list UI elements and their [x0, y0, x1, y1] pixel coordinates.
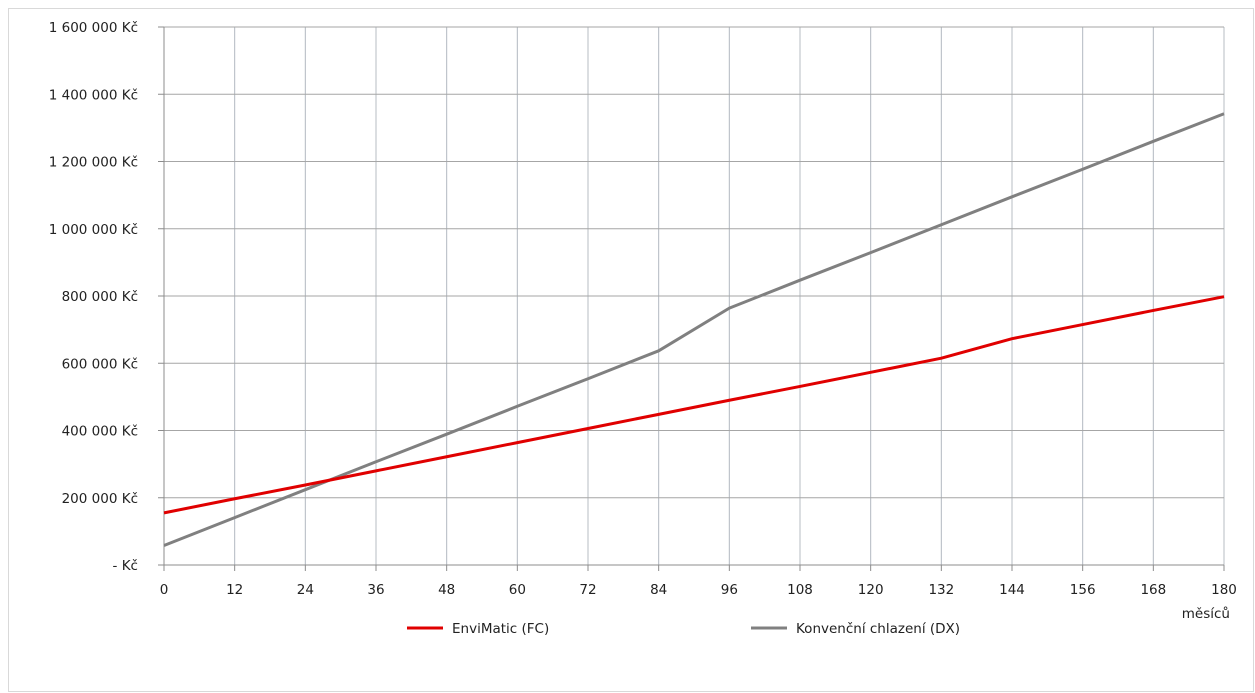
x-tick-label: 12	[226, 582, 243, 598]
x-tick-label: 0	[160, 582, 169, 598]
x-tick-label: 48	[438, 582, 455, 598]
x-axis-tick-labels: 0 12 24 36 48 60 72 84 96 108 120 132 144 156 168 180	[160, 565, 1237, 598]
y-tick-label: 400 000 Kč	[62, 424, 138, 440]
x-tick-label: 24	[297, 582, 314, 598]
series-lines	[163, 112, 1225, 547]
y-tick-label: 600 000 Kč	[62, 356, 138, 372]
x-tick-label: 180	[1211, 582, 1237, 598]
x-tick-label: 144	[999, 582, 1025, 598]
x-tick-label: 120	[858, 582, 884, 598]
x-tick-label: 60	[509, 582, 526, 598]
y-tick-label: 1 200 000 Kč	[49, 155, 138, 171]
y-tick-label: - Kč	[113, 558, 138, 574]
series-line	[163, 295, 1225, 515]
y-axis-tick-labels: - Kč 200 000 Kč 400 000 Kč 600 000 Kč 800 00…	[49, 20, 138, 574]
horizontal-gridlines	[158, 26, 1224, 566]
x-tick-label: 36	[367, 582, 384, 598]
x-tick-label: 132	[928, 582, 954, 598]
y-tick-label: 1 000 000 Kč	[49, 222, 138, 238]
x-tick-label: 108	[787, 582, 813, 598]
series-line	[163, 112, 1225, 547]
y-tick-label: 1 400 000 Kč	[49, 87, 138, 103]
chart-frame	[8, 8, 1254, 692]
x-tick-label: 72	[579, 582, 596, 598]
x-tick-label: 156	[1070, 582, 1096, 598]
legend-label: EnviMatic (FC)	[452, 621, 549, 637]
y-tick-label: 200 000 Kč	[62, 491, 138, 507]
legend: EnviMatic (FC) Konvenční chlazení (DX)	[407, 621, 960, 637]
x-axis-label: měsíců	[1182, 606, 1230, 622]
legend-label: Konvenční chlazení (DX)	[796, 621, 960, 637]
x-tick-label: 168	[1140, 582, 1166, 598]
y-tick-label: 800 000 Kč	[62, 289, 138, 305]
x-tick-label: 84	[650, 582, 667, 598]
x-tick-label: 96	[721, 582, 738, 598]
y-tick-label: 1 600 000 Kč	[49, 20, 138, 36]
